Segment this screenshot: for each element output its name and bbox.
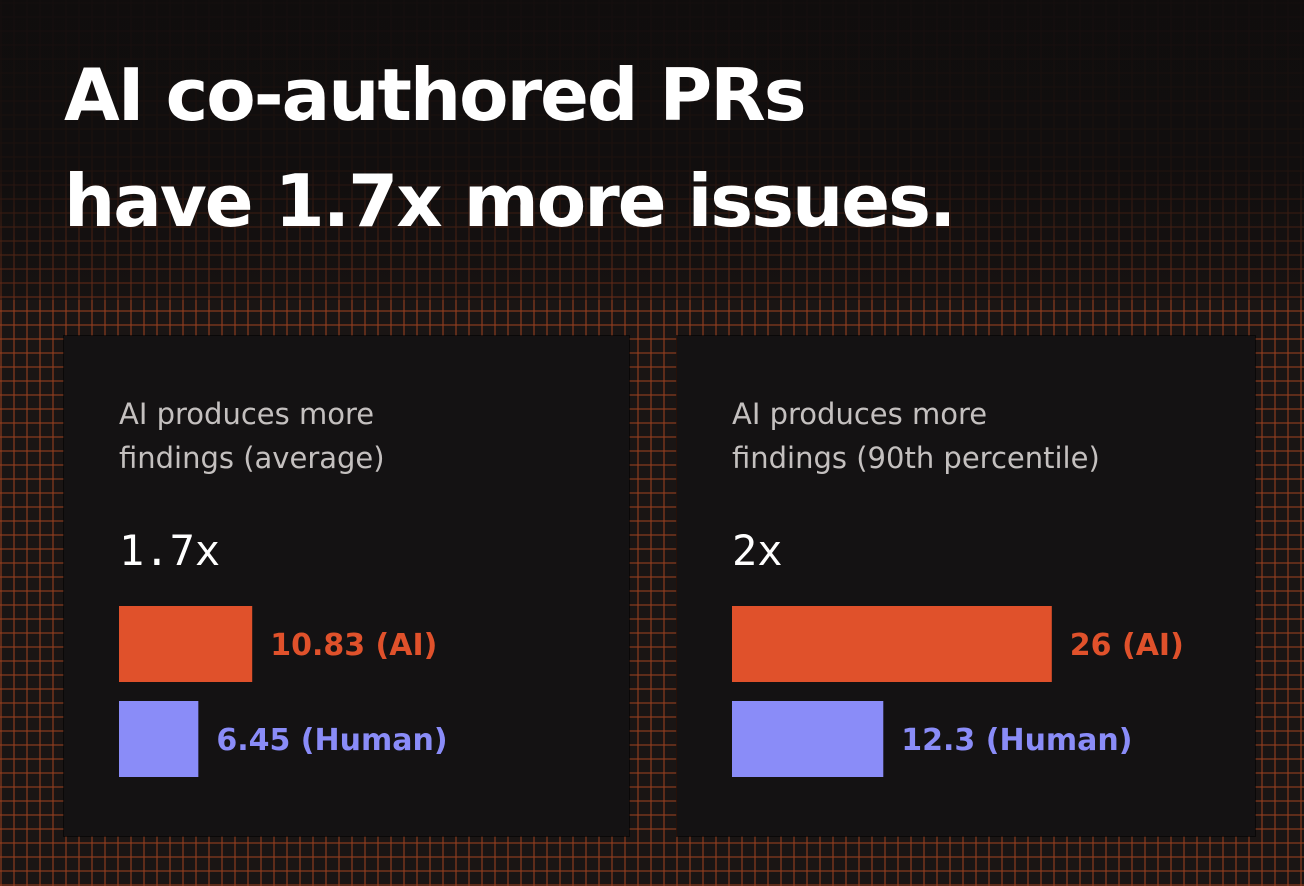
page-title: AI co-authored PRs have 1.7x more issues… [64,42,1264,254]
percentile-findings-panel: AI produces more findings (90th percenti… [677,336,1255,836]
percentile-panel-title: AI produces more findings (90th percenti… [732,392,1232,480]
percentile-panel-title-line-1: AI produces more [732,397,988,431]
bar-label-ai: 10.83 (AI) [270,628,437,663]
page-title-line-2: have 1.7x more issues. [64,159,956,243]
bar-ai [732,606,1052,682]
page-title-line-1: AI co-authored PRs [64,53,807,137]
header-backdrop [0,0,1304,300]
average-bar-chart: 10.83 (AI) 6.45 (Human) [119,606,448,777]
average-findings-panel: AI produces more findings (average) 1.7x… [64,336,629,836]
percentile-panel-title-line-2: findings (90th percentile) [732,441,1100,475]
bar-human [732,701,884,777]
bar-human [119,701,199,777]
bar-label-ai: 26 (AI) [1070,628,1184,663]
average-panel-title: AI produces more findings (average) [119,392,619,480]
bar-label-human: 6.45 (Human) [216,723,447,758]
average-panel-title-line-1: AI produces more [119,397,375,431]
percentile-bar-chart: 26 (AI) 12.3 (Human) [732,606,1184,777]
average-panel-title-line-2: findings (average) [119,441,385,475]
bar-ai [119,606,253,682]
bar-label-human: 12.3 (Human) [901,723,1132,758]
percentile-multiplier: 2x [732,526,783,575]
average-multiplier: 1.7x [119,526,221,575]
